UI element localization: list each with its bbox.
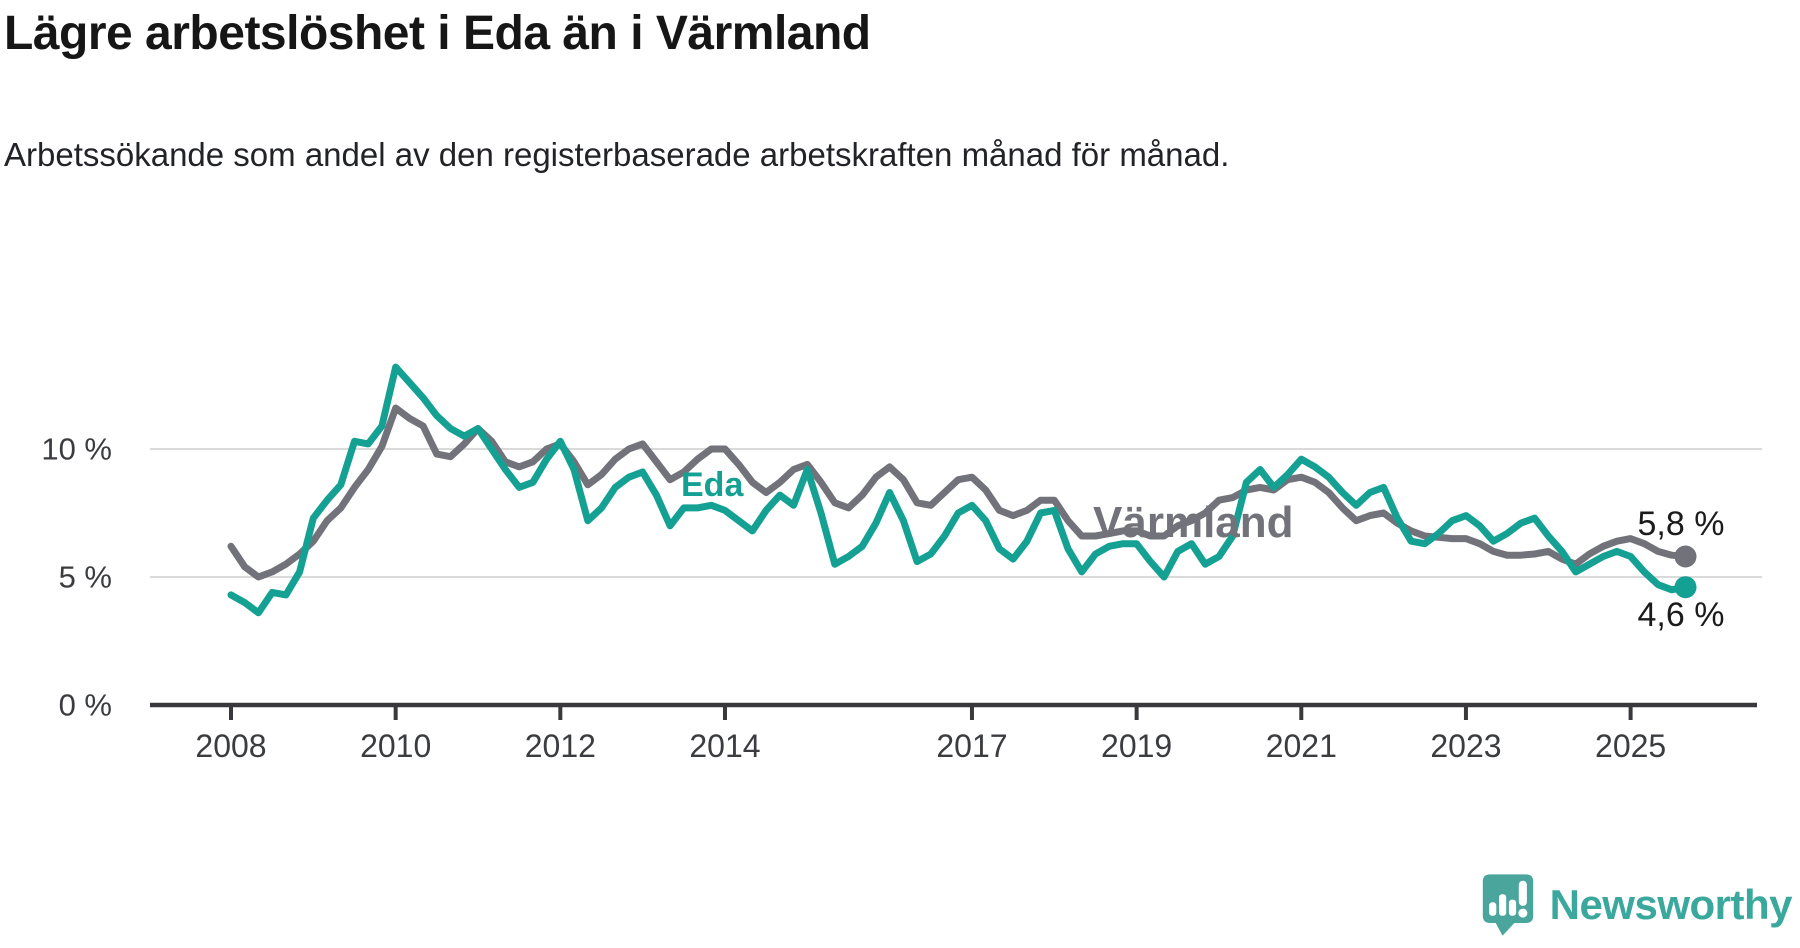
eda-line: [227, 363, 1689, 617]
eda-end-value-label: 4,6 %: [1638, 596, 1725, 634]
x-tick-label: 2012: [525, 728, 596, 764]
x-axis-ticks: 2008 2010 2012 2014 2017 2019 2021 2023 2025: [195, 707, 1666, 764]
chart-gridlines: [150, 448, 1762, 578]
newsworthy-wordmark: Newsworthy: [1549, 881, 1793, 928]
x-tick-label: 2025: [1595, 728, 1666, 764]
y-tick-label: 5 %: [59, 560, 112, 595]
varmland-end-dot: [1674, 545, 1697, 568]
x-tick-label: 2017: [936, 728, 1007, 764]
varmland-end-value-label: 5,8 %: [1638, 505, 1725, 543]
y-tick-label: 0 %: [59, 688, 112, 723]
varmland-line: [227, 404, 1689, 581]
varmland-line-label: Värmland: [1093, 498, 1294, 547]
newsworthy-logo: Newsworthy: [1481, 872, 1793, 938]
y-axis-labels: 0 % 5 % 10 %: [41, 432, 112, 723]
x-tick-label: 2014: [689, 728, 760, 764]
x-tick-label: 2021: [1266, 728, 1337, 764]
x-tick-label: 2019: [1101, 728, 1172, 764]
chart-subtitle: Arbetssökande som andel av den registerb…: [4, 136, 1230, 173]
page-title: Lägre arbetslöshet i Eda än i Värmland: [4, 7, 871, 60]
newsworthy-bubble-chart-icon: [1482, 874, 1533, 936]
x-tick-label: 2008: [195, 728, 266, 764]
eda-line-label: Eda: [681, 466, 744, 504]
y-tick-label: 10 %: [41, 432, 112, 467]
x-tick-label: 2010: [360, 728, 431, 764]
x-tick-label: 2023: [1430, 728, 1501, 764]
eda-end-dot: [1674, 576, 1697, 599]
